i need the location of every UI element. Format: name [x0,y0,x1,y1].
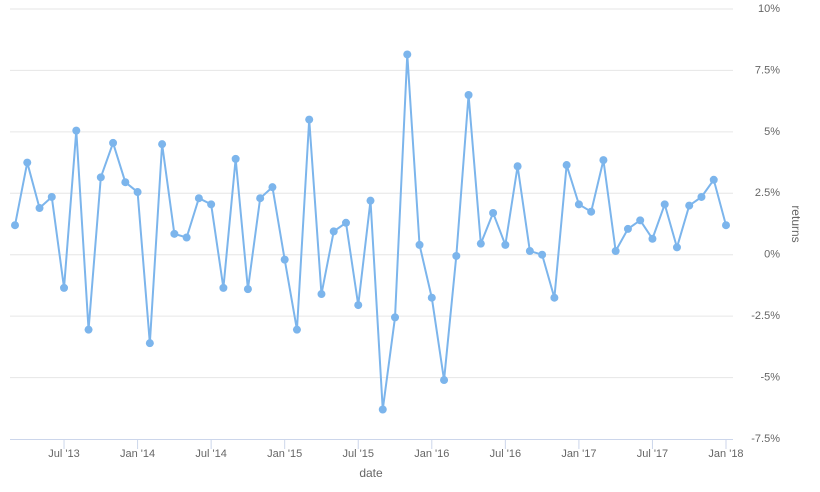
x-tick-label: Jan '14 [120,448,155,460]
point [268,183,277,192]
point [72,126,81,135]
x-tick-label: Jul '13 [48,448,79,460]
x-tick-label: Jan '17 [561,448,596,460]
y-tick-label: 5% [764,126,780,138]
point [403,50,412,59]
point [207,200,216,209]
point [391,313,400,322]
point [243,285,252,294]
point [660,200,669,209]
point [329,227,338,236]
point [23,158,32,167]
point [599,156,608,165]
point [11,221,19,230]
point [194,194,203,203]
point [587,207,596,216]
point [109,138,118,147]
point [672,243,681,252]
y-tick-label: 2.5% [755,187,780,199]
point [636,216,645,225]
point [182,233,191,242]
point [685,201,694,210]
point [292,325,301,334]
x-tick-label: Jul '16 [490,448,521,460]
x-tick-label: Jan '15 [267,448,302,460]
point [440,376,449,385]
point [219,283,228,292]
point [84,325,93,334]
point [623,224,632,233]
point [562,161,571,170]
x-tick-label: Jan '16 [414,448,449,460]
point [722,221,730,230]
point [341,218,350,227]
point [60,283,69,292]
point [145,339,154,348]
point [231,154,240,163]
point [170,229,179,238]
point [574,200,583,209]
x-tick-label: Jul '17 [637,448,668,460]
point [697,192,706,201]
point [133,188,142,197]
point [501,240,510,249]
point [35,204,44,213]
x-axis-title: date [359,466,383,480]
y-tick-label: 7.5% [755,64,780,76]
point [47,192,56,201]
point [317,290,326,299]
y-tick-label: 10% [758,3,780,15]
point [96,173,105,182]
y-tick-label: -2.5% [751,310,780,322]
y-tick-label: -5% [760,371,780,383]
y-tick-label: -7.5% [751,433,780,445]
x-tick-label: Jul '15 [343,448,374,460]
point [476,239,485,248]
point [452,251,461,260]
point [550,293,559,302]
point [354,301,363,310]
point [525,247,534,256]
point [415,240,424,249]
y-axis-title: returns [789,205,803,242]
point [366,196,375,205]
point [256,194,265,203]
point [538,250,547,259]
point [709,175,718,184]
point [489,208,498,217]
point [121,178,130,187]
y-tick-label: 0% [764,249,780,261]
series-line [14,54,727,410]
point [378,405,387,414]
point [513,162,522,171]
point [648,234,657,243]
point [464,91,473,99]
x-tick-label: Jul '14 [195,448,226,460]
point [427,293,436,302]
x-tick-label: Jan '18 [708,448,743,460]
point [158,140,167,149]
point [280,255,289,264]
point [611,247,620,256]
point [305,115,314,124]
